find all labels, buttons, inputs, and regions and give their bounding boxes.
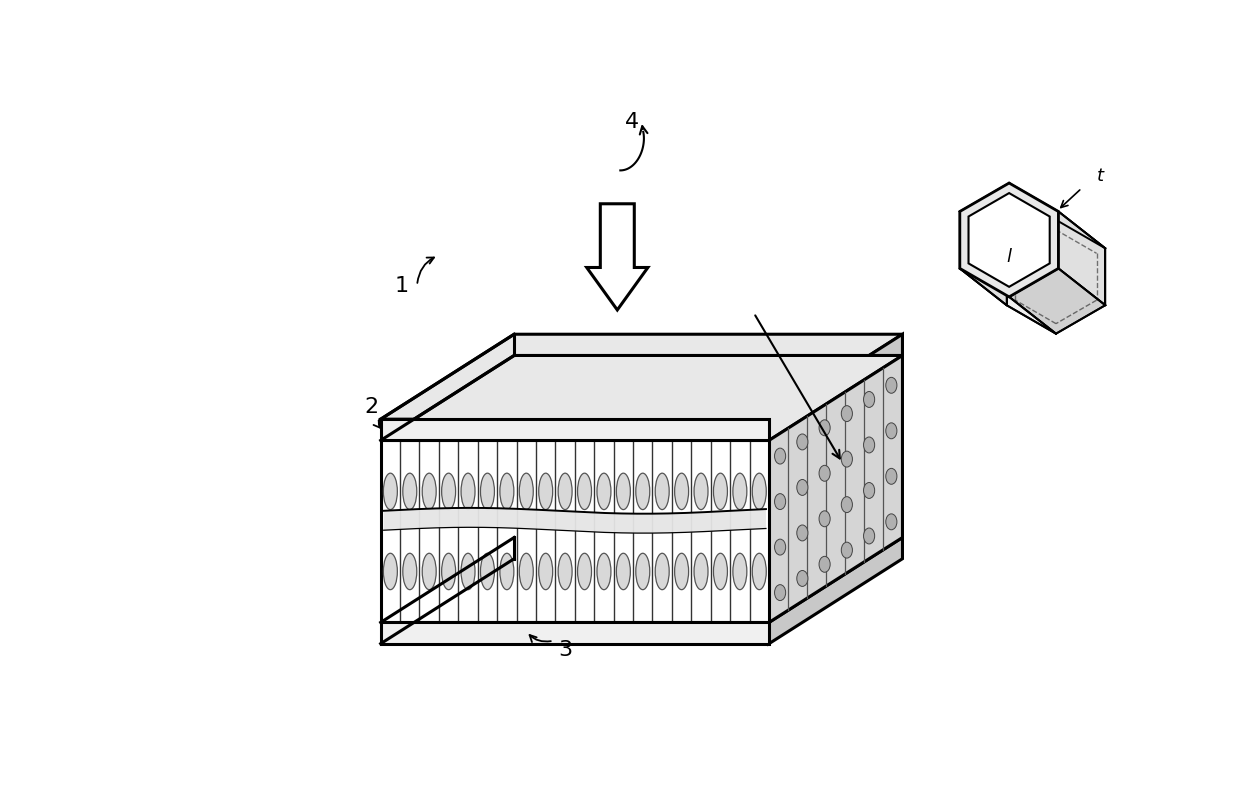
Ellipse shape (538, 473, 553, 510)
Ellipse shape (885, 377, 897, 393)
Polygon shape (960, 269, 1056, 333)
Ellipse shape (841, 452, 852, 467)
Text: l: l (1007, 248, 1012, 266)
Ellipse shape (863, 392, 874, 407)
Ellipse shape (422, 473, 436, 510)
Ellipse shape (422, 553, 436, 589)
Ellipse shape (797, 571, 808, 586)
Polygon shape (968, 193, 1050, 287)
Ellipse shape (885, 468, 897, 485)
Ellipse shape (655, 473, 670, 510)
Ellipse shape (383, 553, 397, 589)
Ellipse shape (841, 406, 852, 422)
Ellipse shape (775, 539, 786, 555)
Ellipse shape (538, 553, 553, 589)
Polygon shape (769, 355, 903, 623)
Ellipse shape (863, 482, 874, 499)
Polygon shape (381, 419, 769, 440)
Ellipse shape (461, 553, 475, 589)
Ellipse shape (480, 473, 495, 510)
Ellipse shape (616, 473, 630, 510)
Ellipse shape (520, 473, 533, 510)
Polygon shape (381, 623, 769, 644)
Polygon shape (1009, 269, 1105, 333)
Polygon shape (587, 204, 647, 310)
Ellipse shape (733, 553, 746, 589)
Ellipse shape (841, 542, 852, 558)
Ellipse shape (441, 473, 455, 510)
Polygon shape (960, 183, 1059, 297)
Ellipse shape (797, 479, 808, 496)
Text: 4: 4 (625, 112, 640, 132)
Ellipse shape (820, 466, 830, 481)
Polygon shape (381, 334, 903, 419)
Ellipse shape (500, 553, 513, 589)
Text: 2: 2 (365, 397, 378, 417)
Ellipse shape (733, 473, 746, 510)
Ellipse shape (578, 553, 591, 589)
Ellipse shape (596, 553, 611, 589)
Polygon shape (383, 508, 766, 533)
Ellipse shape (713, 553, 728, 589)
Ellipse shape (636, 473, 650, 510)
Ellipse shape (500, 473, 513, 510)
Ellipse shape (520, 553, 533, 589)
Ellipse shape (820, 556, 830, 572)
Ellipse shape (636, 553, 650, 589)
Text: 1: 1 (394, 276, 409, 296)
Polygon shape (381, 537, 903, 623)
Ellipse shape (578, 473, 591, 510)
Polygon shape (960, 183, 1056, 248)
Text: t: t (1096, 167, 1104, 185)
Ellipse shape (753, 473, 766, 510)
Polygon shape (381, 355, 903, 440)
Ellipse shape (863, 437, 874, 453)
Ellipse shape (596, 473, 611, 510)
Ellipse shape (675, 473, 688, 510)
Ellipse shape (753, 553, 766, 589)
Ellipse shape (820, 511, 830, 526)
Polygon shape (1059, 211, 1105, 305)
Ellipse shape (820, 420, 830, 436)
Polygon shape (769, 334, 903, 440)
Ellipse shape (863, 528, 874, 544)
Ellipse shape (558, 553, 572, 589)
Ellipse shape (775, 493, 786, 510)
Polygon shape (960, 211, 1007, 305)
Ellipse shape (616, 553, 630, 589)
Ellipse shape (403, 473, 417, 510)
Ellipse shape (675, 553, 688, 589)
Ellipse shape (694, 553, 708, 589)
Ellipse shape (383, 473, 397, 510)
Ellipse shape (694, 473, 708, 510)
Ellipse shape (797, 525, 808, 541)
Ellipse shape (558, 473, 572, 510)
Ellipse shape (775, 585, 786, 600)
Ellipse shape (713, 473, 728, 510)
Ellipse shape (655, 553, 670, 589)
Polygon shape (381, 440, 769, 623)
Ellipse shape (403, 553, 417, 589)
Polygon shape (1009, 183, 1105, 248)
Ellipse shape (775, 448, 786, 464)
Ellipse shape (885, 514, 897, 530)
Ellipse shape (885, 423, 897, 439)
Ellipse shape (441, 553, 455, 589)
Text: 3: 3 (559, 640, 573, 660)
Ellipse shape (461, 473, 475, 510)
Polygon shape (769, 537, 903, 644)
Ellipse shape (797, 434, 808, 450)
Ellipse shape (480, 553, 495, 589)
Ellipse shape (841, 496, 852, 512)
